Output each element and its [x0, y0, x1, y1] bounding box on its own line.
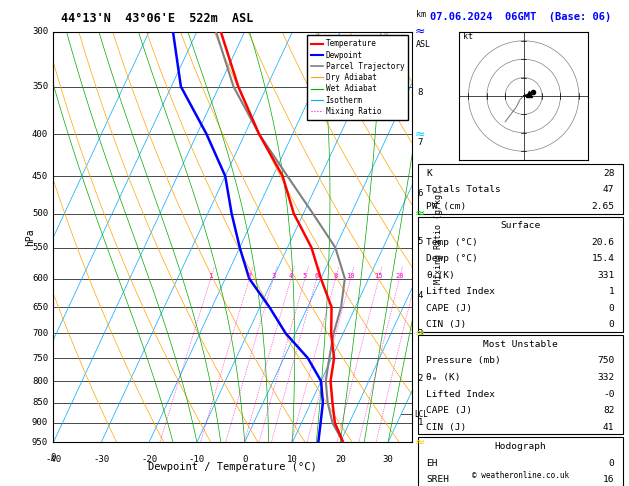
- Text: 600: 600: [32, 274, 48, 283]
- Text: 5: 5: [418, 237, 423, 245]
- Text: -20: -20: [141, 454, 157, 464]
- Text: 16: 16: [603, 475, 615, 484]
- Text: © weatheronline.co.uk: © weatheronline.co.uk: [472, 471, 569, 480]
- Text: 20: 20: [395, 273, 404, 278]
- Text: 800: 800: [32, 377, 48, 385]
- Text: -0: -0: [603, 389, 615, 399]
- Text: θₑ (K): θₑ (K): [426, 373, 461, 382]
- Text: SREH: SREH: [426, 475, 450, 484]
- Text: 10: 10: [347, 273, 355, 278]
- Text: 8: 8: [333, 273, 338, 278]
- Text: LCL: LCL: [414, 410, 428, 418]
- Text: Surface: Surface: [501, 221, 540, 230]
- Text: 4: 4: [289, 273, 293, 278]
- Text: 6: 6: [418, 189, 423, 197]
- Text: 47: 47: [603, 185, 615, 194]
- Text: CIN (J): CIN (J): [426, 320, 467, 330]
- Text: 4: 4: [418, 292, 423, 300]
- Text: ASL: ASL: [416, 40, 431, 49]
- Text: ≈: ≈: [415, 436, 426, 449]
- X-axis label: Dewpoint / Temperature (°C): Dewpoint / Temperature (°C): [148, 462, 317, 472]
- Text: 332: 332: [598, 373, 615, 382]
- Text: K: K: [426, 169, 432, 178]
- Text: 650: 650: [32, 303, 48, 312]
- Text: ≈: ≈: [415, 128, 426, 140]
- Text: 450: 450: [32, 172, 48, 180]
- Text: hPa: hPa: [25, 228, 35, 246]
- Text: EH: EH: [426, 458, 438, 468]
- Text: PW (cm): PW (cm): [426, 202, 467, 211]
- Text: 350: 350: [32, 82, 48, 91]
- Text: -30: -30: [93, 454, 109, 464]
- Text: Most Unstable: Most Unstable: [483, 340, 558, 349]
- Text: 15.4: 15.4: [591, 254, 615, 263]
- Text: 0: 0: [609, 320, 615, 330]
- Text: 3: 3: [271, 273, 276, 278]
- Text: 0: 0: [609, 304, 615, 313]
- Text: 15: 15: [375, 273, 383, 278]
- Text: 750: 750: [598, 356, 615, 365]
- Text: 8: 8: [418, 88, 423, 97]
- Text: 2: 2: [418, 374, 423, 383]
- Text: 331: 331: [598, 271, 615, 280]
- Text: 3: 3: [418, 329, 423, 338]
- Text: 82: 82: [603, 406, 615, 415]
- Text: Hodograph: Hodograph: [494, 442, 547, 451]
- Text: 900: 900: [32, 418, 48, 428]
- Text: 1: 1: [209, 273, 213, 278]
- Text: Pressure (mb): Pressure (mb): [426, 356, 501, 365]
- Text: 7: 7: [418, 139, 423, 147]
- Text: 0: 0: [242, 454, 247, 464]
- Text: 850: 850: [32, 398, 48, 407]
- Text: 0: 0: [51, 452, 56, 462]
- Text: 10: 10: [287, 454, 298, 464]
- Text: 20: 20: [335, 454, 346, 464]
- Text: 950: 950: [32, 438, 48, 447]
- Text: ≈: ≈: [415, 207, 426, 220]
- Text: 0: 0: [609, 458, 615, 468]
- Text: 2.65: 2.65: [591, 202, 615, 211]
- Text: ≈: ≈: [415, 25, 426, 38]
- Text: 44°13'N  43°06'E  522m  ASL: 44°13'N 43°06'E 522m ASL: [61, 12, 253, 25]
- Text: 700: 700: [32, 329, 48, 338]
- Text: 300: 300: [32, 27, 48, 36]
- Text: 400: 400: [32, 130, 48, 139]
- Text: 28: 28: [603, 169, 615, 178]
- Text: 500: 500: [32, 209, 48, 218]
- Text: θₑ(K): θₑ(K): [426, 271, 455, 280]
- Text: Lifted Index: Lifted Index: [426, 287, 496, 296]
- Text: 07.06.2024  06GMT  (Base: 06): 07.06.2024 06GMT (Base: 06): [430, 12, 611, 22]
- Text: 750: 750: [32, 353, 48, 363]
- Text: CAPE (J): CAPE (J): [426, 406, 472, 415]
- Text: 41: 41: [603, 422, 615, 432]
- Text: -10: -10: [189, 454, 205, 464]
- Text: 6: 6: [314, 273, 319, 278]
- Text: ≈: ≈: [415, 327, 426, 340]
- Text: CIN (J): CIN (J): [426, 422, 467, 432]
- Text: -40: -40: [45, 454, 62, 464]
- Text: 5: 5: [303, 273, 307, 278]
- Text: 20.6: 20.6: [591, 238, 615, 247]
- Text: 30: 30: [382, 454, 394, 464]
- Text: Totals Totals: Totals Totals: [426, 185, 501, 194]
- Text: 1: 1: [418, 418, 423, 428]
- Text: 1: 1: [609, 287, 615, 296]
- Text: CAPE (J): CAPE (J): [426, 304, 472, 313]
- Text: Dewp (°C): Dewp (°C): [426, 254, 478, 263]
- Text: 550: 550: [32, 243, 48, 252]
- Legend: Temperature, Dewpoint, Parcel Trajectory, Dry Adiabat, Wet Adiabat, Isotherm, Mi: Temperature, Dewpoint, Parcel Trajectory…: [308, 35, 408, 120]
- Text: Mixing Ratio (g/kg): Mixing Ratio (g/kg): [435, 190, 443, 284]
- Text: km: km: [416, 10, 426, 19]
- Text: Lifted Index: Lifted Index: [426, 389, 496, 399]
- Text: kt: kt: [463, 32, 473, 41]
- Text: 2: 2: [247, 273, 252, 278]
- Text: Temp (°C): Temp (°C): [426, 238, 478, 247]
